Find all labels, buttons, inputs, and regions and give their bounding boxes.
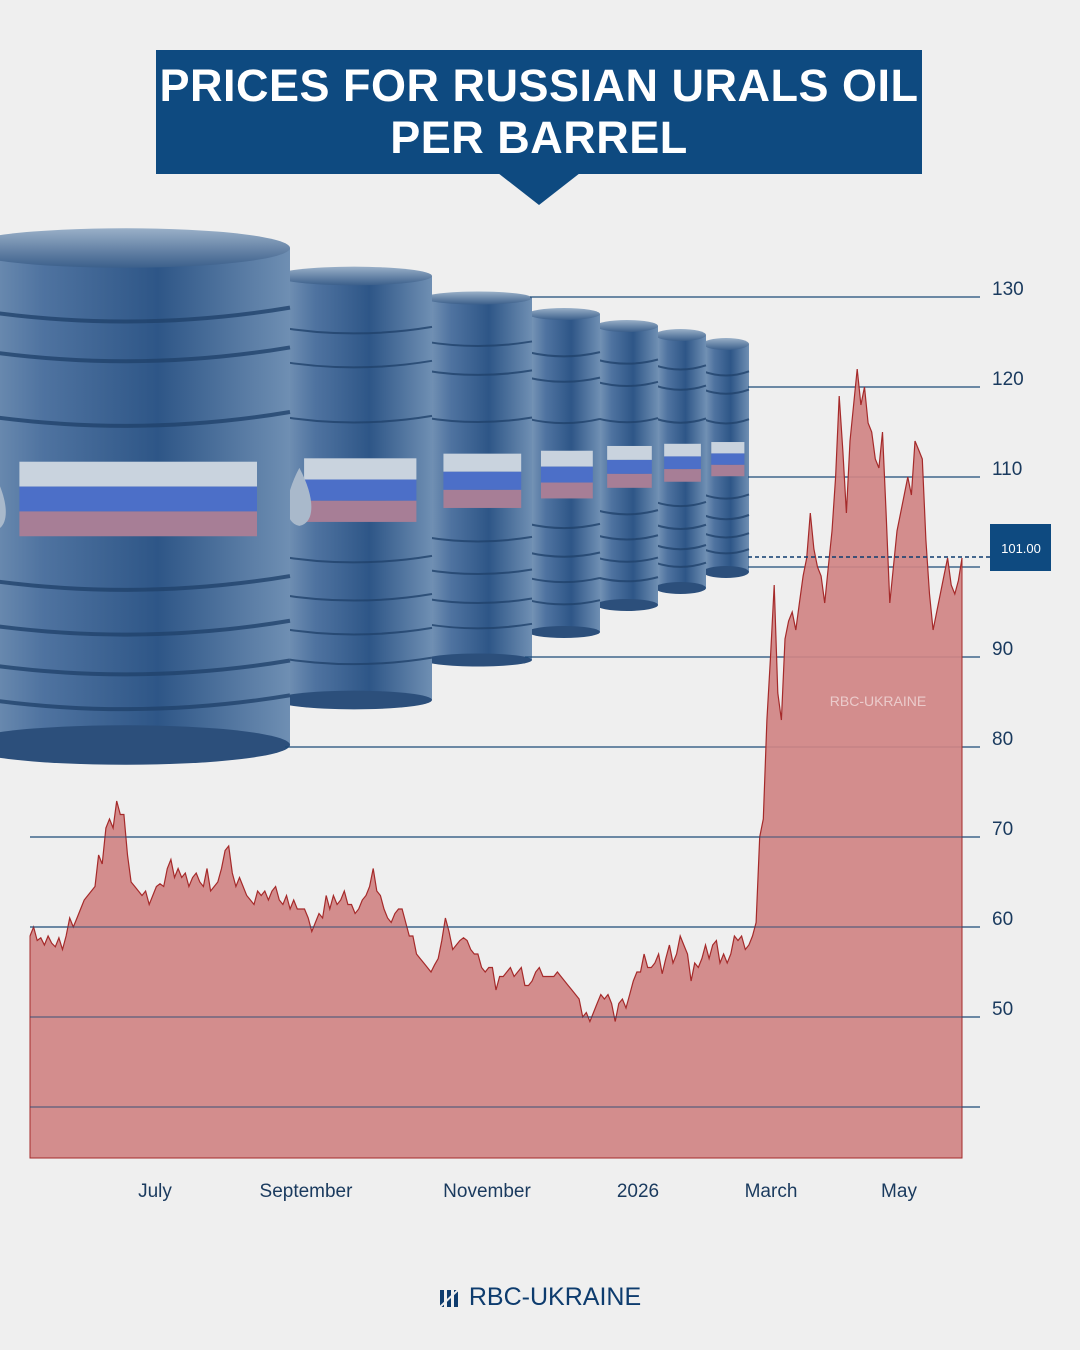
oil-barrel (423, 291, 533, 667)
oil-barrel (654, 329, 707, 594)
current-value-marker: 101.00 (748, 524, 1051, 571)
y-tick-label: 50 (992, 999, 1013, 1020)
x-tick-label: November (443, 1181, 531, 1202)
current-value-label: 101.00 (1001, 541, 1041, 556)
oil-drop-icon (287, 467, 312, 526)
x-axis-labels: July September November 2026 March May (138, 1181, 917, 1202)
price-line (29, 368, 963, 1024)
oil-barrel (0, 228, 291, 765)
title-line-1: PRICES FOR RUSSIAN URALS OIL (159, 60, 919, 111)
brand-name: RBC-UKRAINE (468, 1283, 642, 1311)
rbc-logo-icon (439, 1288, 459, 1308)
y-tick-label: 110 (992, 459, 1022, 480)
y-tick-label: 60 (992, 909, 1013, 930)
oil-drop-icon (0, 486, 6, 528)
oil-barrel (595, 320, 659, 611)
oil-barrel (527, 308, 601, 638)
oil-barrel (275, 266, 433, 710)
y-tick-label: 70 (992, 819, 1013, 840)
oil-barrel (702, 338, 750, 578)
title-line-2: PER BARREL (390, 112, 688, 163)
x-tick-label: March (745, 1181, 798, 1202)
y-tick-label: 130 (992, 279, 1024, 300)
y-axis-labels: 130 120 110 90 80 70 60 50 (992, 279, 1024, 1020)
price-area-fill (30, 369, 962, 1158)
watermark-logo: RBC-UKRAINE (830, 693, 926, 709)
current-value-badge (990, 524, 1051, 571)
title-pointer-arrow (498, 173, 580, 205)
watermark-text: RBC-UKRAINE (830, 693, 926, 709)
x-tick-label: September (260, 1181, 354, 1202)
x-tick-label: July (138, 1181, 172, 1202)
y-tick-label: 80 (992, 729, 1013, 750)
footer-brand: RBC-UKRAINE (0, 1283, 1080, 1312)
price-area (29, 368, 980, 1159)
area-border (29, 558, 963, 1159)
x-tick-label: May (881, 1181, 917, 1202)
oil-barrels-illustration (0, 228, 750, 765)
y-tick-label: 120 (992, 369, 1024, 390)
y-tick-label: 90 (992, 639, 1013, 660)
chart-title: PRICES FOR RUSSIAN URALS OIL PER BARREL (156, 50, 922, 174)
x-tick-label: 2026 (617, 1181, 659, 1202)
